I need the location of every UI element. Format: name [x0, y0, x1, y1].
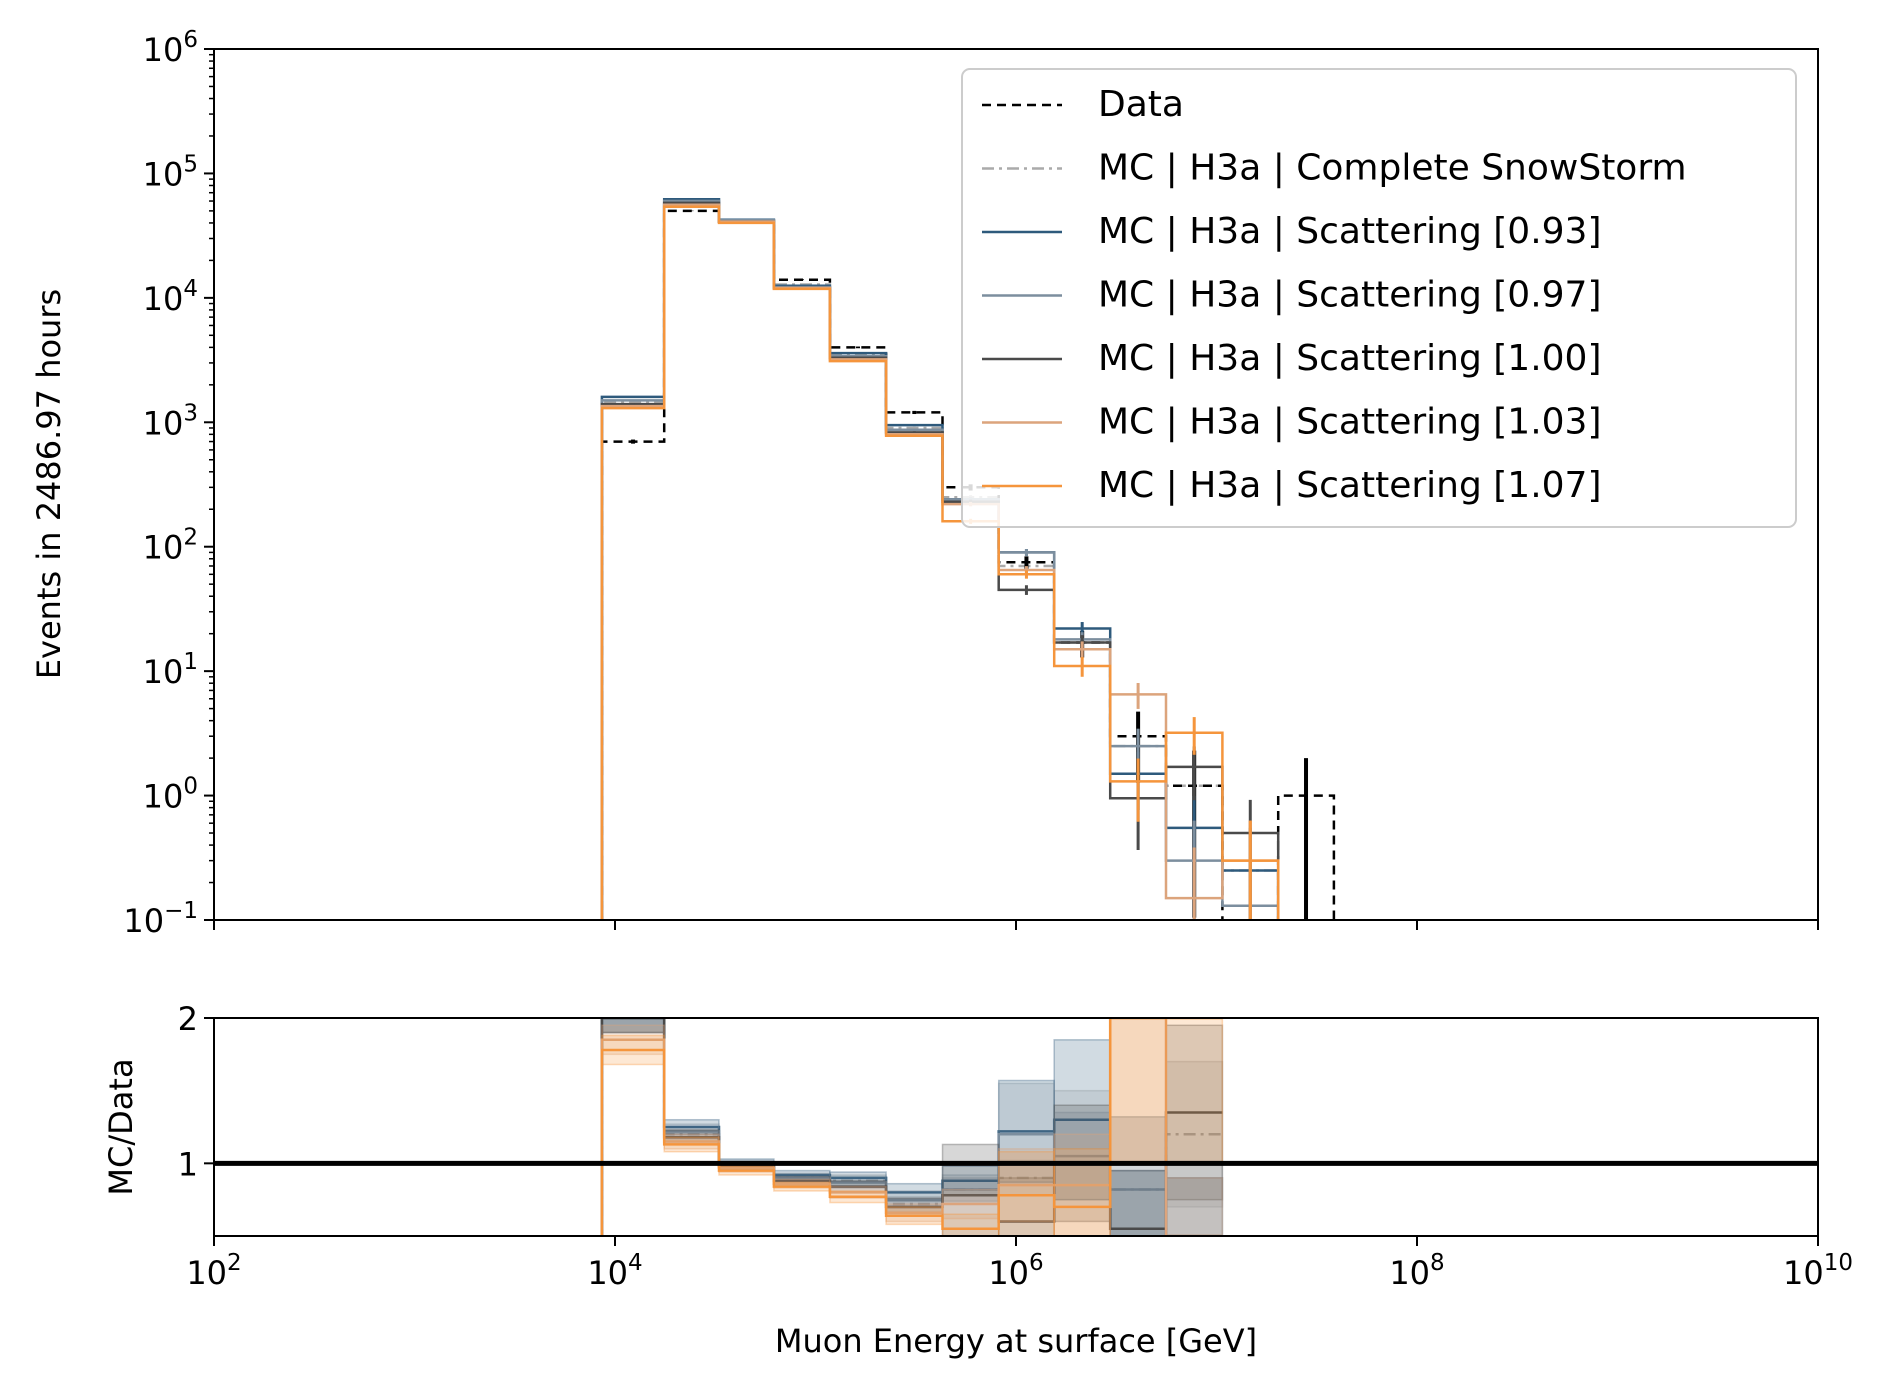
ratio-series-mc-h3a-scattering-1-07	[600, 1018, 1223, 1236]
legend-label-mc-h3a-complete-snowstorm: MC | H3a | Complete SnowStorm	[1098, 148, 1687, 189]
legend-box	[961, 68, 1797, 528]
legend: Data MC | H3a | Complete SnowStorm MC | H3…	[961, 68, 1797, 528]
legend-label-data: Data	[1098, 84, 1184, 125]
ratio-y-tick-label: 2	[178, 1000, 198, 1038]
ratio-y-axis-label: MC/Data	[102, 1058, 140, 1195]
x-tick-label: 104	[587, 1250, 642, 1292]
y-tick-label: 106	[143, 27, 198, 69]
x-axis-label: Muon Energy at surface [GeV]	[775, 1322, 1257, 1360]
x-tick-label: 106	[988, 1250, 1043, 1292]
y-tick-label: 103	[143, 400, 198, 442]
y-tick-label: 10−1	[123, 898, 198, 940]
legend-label-mc-h3a-scattering-0-97: MC | H3a | Scattering [0.97]	[1098, 275, 1602, 316]
y-tick-label: 100	[143, 774, 198, 816]
y-tick-label: 104	[143, 276, 198, 318]
legend-label-mc-h3a-scattering-0-93: MC | H3a | Scattering [0.93]	[1098, 211, 1602, 252]
ratio-plot-panel: 1 2 102 104 106 108 1010 MC/Data Muon Energy …	[102, 1000, 1853, 1360]
x-tick-label: 102	[186, 1250, 241, 1292]
ratio-band-mc-h3a-scattering-1-03	[1165, 1177, 1224, 1236]
x-tick-label: 108	[1389, 1250, 1444, 1292]
legend-label-mc-h3a-scattering-1-00: MC | H3a | Scattering [1.00]	[1098, 338, 1602, 379]
ratio-band-mc-h3a-scattering-0-93	[1165, 1177, 1224, 1236]
series-mc-h3a-scattering-1-07	[600, 205, 1280, 920]
legend-label-mc-h3a-scattering-1-07: MC | H3a | Scattering [1.07]	[1098, 465, 1602, 506]
main-y-axis-label: Events in 2486.97 hours	[30, 289, 68, 679]
legend-label-mc-h3a-scattering-1-03: MC | H3a | Scattering [1.03]	[1098, 402, 1602, 443]
ratio-band-mc-h3a-scattering-1-07	[1165, 1018, 1224, 1165]
x-tick-label: 1010	[1783, 1250, 1853, 1292]
ratio-y-tick-label: 1	[178, 1145, 198, 1183]
main-plot-panel: 10−1 100 101 102 103 104 105 106 Events in 2486…	[30, 27, 1819, 940]
y-tick-label: 102	[143, 525, 198, 567]
ratio-band-mc-h3a-scattering-0-97	[1165, 1177, 1224, 1236]
y-tick-label: 105	[143, 151, 198, 193]
y-tick-label: 101	[143, 649, 198, 691]
ratio-band-mc-h3a-scattering-0-97	[1109, 1116, 1167, 1236]
